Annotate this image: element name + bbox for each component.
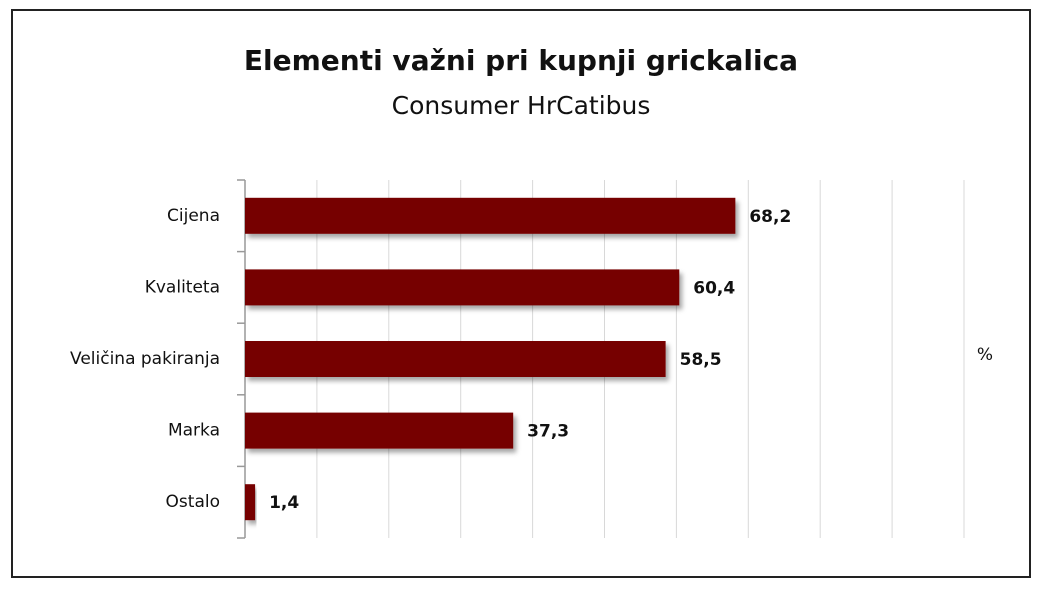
data-label: 68,2: [749, 207, 791, 227]
bar: [245, 341, 666, 377]
chart-subtitle: Consumer HrCatibus: [392, 91, 651, 120]
bar: [245, 197, 736, 234]
y-tick-label: Marka: [168, 421, 220, 441]
y-tick-label: Cijena: [167, 206, 220, 226]
bar: [245, 269, 680, 306]
data-label: 37,3: [527, 422, 569, 442]
y-tick-label: Ostalo: [166, 492, 220, 512]
chart-title: Elementi važni pri kupnji grickalica: [244, 44, 798, 77]
y-tick-label: Kvaliteta: [145, 277, 220, 297]
bar: [245, 484, 256, 521]
bar: [245, 412, 514, 449]
data-label: 60,4: [693, 278, 735, 298]
y-tick-label: Veličina pakiranja: [70, 349, 220, 369]
data-label: 1,4: [269, 493, 299, 513]
x-axis-label: %: [977, 345, 993, 365]
data-label: 58,5: [680, 350, 722, 370]
